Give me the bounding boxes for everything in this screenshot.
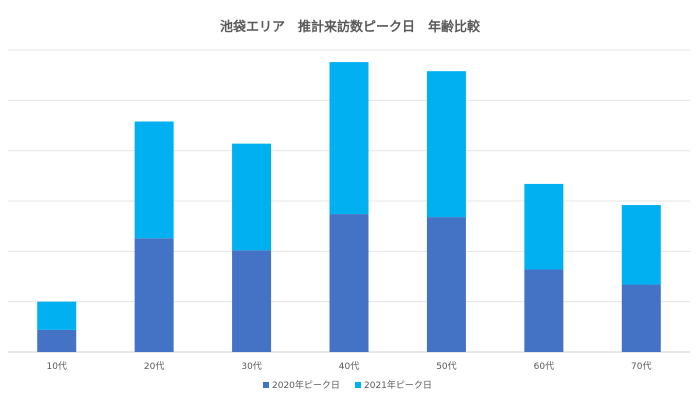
bar-2021-5 bbox=[426, 71, 466, 218]
bar-2021-1 bbox=[37, 301, 77, 330]
legend-swatch bbox=[355, 382, 361, 388]
bar-2021-2 bbox=[134, 121, 174, 239]
x-tick-label: 50代 bbox=[436, 361, 456, 372]
x-tick-label: 30代 bbox=[241, 361, 261, 372]
bar-2021-3 bbox=[232, 143, 272, 251]
bar-2020-4 bbox=[329, 214, 369, 352]
x-tick-label: 60代 bbox=[534, 361, 554, 372]
legend-swatch bbox=[263, 382, 269, 388]
bar-2021-7 bbox=[621, 205, 661, 285]
bars bbox=[37, 62, 661, 352]
x-tick-label: 40代 bbox=[339, 361, 359, 372]
x-tick-label: 20代 bbox=[144, 361, 164, 372]
bar-2020-6 bbox=[524, 269, 564, 352]
bar-2021-4 bbox=[329, 62, 369, 215]
bar-2020-1 bbox=[37, 329, 77, 352]
legend-label: 2021年ピーク日 bbox=[364, 379, 432, 391]
x-tick-label: 70代 bbox=[631, 361, 651, 372]
x-tick-label: 10代 bbox=[46, 361, 66, 372]
x-axis-ticks: 10代 20代 30代 40代 50代 60代 70代 bbox=[46, 361, 651, 372]
legend: 2020年ピーク日 2021年ピーク日 bbox=[263, 379, 432, 391]
bar-2020-3 bbox=[232, 250, 272, 352]
legend-label: 2020年ピーク日 bbox=[272, 379, 340, 391]
chart-title: 池袋エリア 推計来訪数ピーク日 年齢比較 bbox=[220, 19, 481, 35]
bar-2020-5 bbox=[426, 217, 466, 352]
bar-2020-7 bbox=[621, 284, 661, 352]
bar-2020-2 bbox=[134, 238, 174, 352]
bar-2021-6 bbox=[524, 183, 564, 270]
